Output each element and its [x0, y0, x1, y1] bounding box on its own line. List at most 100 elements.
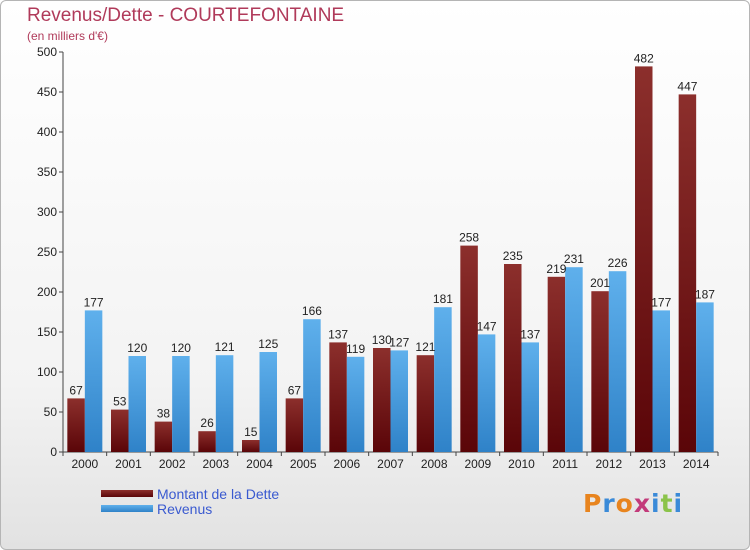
x-tick-label: 2002	[159, 457, 186, 471]
x-tick-label: 2014	[683, 457, 710, 471]
x-tick-label: 2000	[71, 457, 98, 471]
bar-dette	[111, 409, 129, 452]
data-label: 121	[215, 340, 235, 354]
y-tick-label: 200	[37, 285, 57, 299]
bar-dette	[67, 398, 85, 452]
data-label: 177	[84, 295, 104, 309]
bar-dette	[460, 245, 478, 452]
data-label: 127	[389, 335, 409, 349]
data-label: 67	[288, 383, 302, 397]
legend-item-dette: Montant de la Dette	[101, 485, 280, 502]
data-label: 26	[200, 416, 214, 430]
y-tick-label: 300	[37, 205, 57, 219]
bar-dette	[154, 421, 173, 452]
bar-revenus	[477, 334, 496, 452]
x-tick-label: 2004	[246, 457, 273, 471]
x-tick-label: 2006	[333, 457, 360, 471]
x-tick-label: 2009	[464, 457, 491, 471]
y-axis: 0 50 100 150 200 250 300 350 400 450 500	[37, 45, 64, 459]
data-label: 130	[372, 333, 392, 347]
bar-dette	[373, 348, 391, 452]
proxiti-logo: Proxiti	[583, 489, 683, 518]
x-tick-label: 2001	[115, 457, 142, 471]
logo-letter: t	[660, 489, 674, 518]
y-tick-label: 0	[50, 445, 57, 459]
y-tick-label: 150	[37, 325, 57, 339]
x-axis: 2000 2001 2002 2003 2004 2005 2006 2007 2008 2009…	[62, 451, 719, 471]
logo-letter: o	[615, 489, 634, 518]
data-label: 226	[608, 256, 628, 270]
bar-dette	[635, 66, 653, 453]
y-tick-label: 250	[37, 245, 57, 259]
logo-letter: i	[651, 489, 661, 518]
y-tick-label: 450	[37, 85, 57, 99]
data-label: 38	[157, 407, 171, 421]
legend: Montant de la Dette Revenus	[101, 485, 280, 517]
legend-label-dette: Montant de la Dette	[157, 485, 280, 502]
bar-dette	[329, 342, 347, 452]
data-label: 67	[69, 383, 83, 397]
data-label: 120	[127, 341, 147, 355]
bars	[67, 66, 714, 453]
data-label: 125	[258, 337, 278, 351]
data-label: 219	[546, 262, 566, 276]
bar-revenus	[128, 356, 146, 452]
bar-dette	[547, 276, 566, 452]
legend-item-revenus: Revenus	[101, 500, 279, 517]
logo-letter: x	[633, 489, 651, 518]
legend-swatch-dette	[101, 490, 153, 497]
data-label: 177	[651, 295, 671, 309]
logo-letter: r	[602, 489, 616, 518]
bar-dette	[285, 398, 304, 452]
data-label: 53	[113, 395, 127, 409]
data-label: 231	[564, 252, 584, 266]
bar-revenus	[696, 302, 714, 452]
x-tick-label: 2012	[595, 457, 622, 471]
x-tick-label: 2003	[202, 457, 229, 471]
bar-revenus	[521, 342, 539, 452]
data-label: 15	[244, 425, 258, 439]
data-label: 447	[677, 79, 697, 93]
bar-revenus	[259, 352, 277, 452]
data-label: 201	[590, 276, 610, 290]
data-label: 121	[415, 340, 435, 354]
x-tick-label: 2005	[290, 457, 317, 471]
bar-revenus	[652, 310, 670, 452]
bar-revenus	[303, 319, 321, 452]
bar-dette	[198, 431, 216, 452]
legend-label-revenus: Revenus	[157, 500, 213, 517]
data-label: 235	[503, 249, 523, 263]
bar-revenus	[215, 355, 234, 452]
x-tick-label: 2008	[421, 457, 448, 471]
bar-revenus	[172, 356, 190, 452]
data-label: 482	[634, 51, 654, 65]
bar-revenus	[565, 267, 583, 452]
data-label: 181	[433, 292, 453, 306]
data-label: 120	[171, 341, 191, 355]
data-label: 137	[328, 327, 348, 341]
x-tick-label: 2007	[377, 457, 404, 471]
legend-swatch-revenus	[101, 505, 153, 512]
y-tick-label: 100	[37, 365, 57, 379]
data-label: 137	[520, 327, 540, 341]
bar-revenus	[434, 307, 452, 452]
data-label: 166	[302, 304, 322, 318]
bar-revenus	[346, 356, 365, 452]
chart-subtitle: (en milliers d'€)	[27, 29, 108, 43]
bar-dette	[678, 94, 697, 453]
y-tick-label: 400	[37, 125, 57, 139]
x-tick-label: 2010	[508, 457, 535, 471]
bar-dette	[504, 264, 522, 452]
y-tick-label: 500	[37, 45, 57, 59]
bar-dette	[242, 440, 260, 452]
data-label: 119	[346, 342, 365, 356]
data-label: 187	[695, 287, 715, 301]
data-label: 147	[477, 319, 497, 333]
logo-letter: i	[673, 489, 684, 518]
bar-dette	[416, 355, 435, 452]
x-tick-label: 2011	[552, 457, 578, 471]
x-tick-label: 2013	[639, 457, 666, 471]
bar-dette	[591, 291, 609, 452]
